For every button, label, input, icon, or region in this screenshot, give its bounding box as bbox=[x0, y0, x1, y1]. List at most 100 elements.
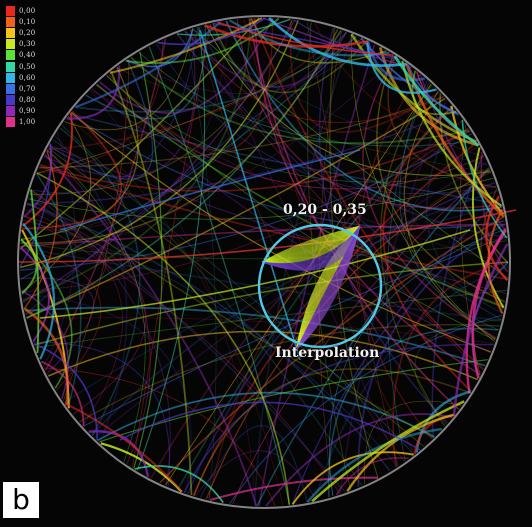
edge-curve bbox=[97, 391, 435, 442]
edge-curve bbox=[200, 26, 400, 466]
edge-curve bbox=[90, 89, 509, 264]
edge-curve bbox=[411, 145, 507, 240]
edge-curve bbox=[189, 29, 445, 123]
edge-curve bbox=[392, 261, 509, 468]
legend-label: 0,90 bbox=[19, 107, 36, 116]
edge-curve bbox=[431, 154, 484, 438]
edge-curve bbox=[23, 307, 69, 406]
edge-curve bbox=[22, 293, 192, 494]
edge-curve bbox=[401, 60, 503, 207]
edge-curve bbox=[472, 147, 505, 309]
edge-curve bbox=[20, 35, 357, 280]
edge-curve bbox=[248, 18, 460, 410]
edge-curve bbox=[229, 19, 390, 57]
edge-curve bbox=[125, 17, 280, 64]
edge-curve bbox=[39, 165, 508, 280]
edge-curve bbox=[28, 177, 494, 220]
legend-swatch bbox=[6, 72, 15, 83]
edge-curve bbox=[24, 215, 107, 315]
edge-curve bbox=[268, 17, 407, 67]
edge-curve bbox=[90, 90, 256, 506]
fan-curve bbox=[295, 225, 361, 351]
edge-curve bbox=[48, 59, 154, 180]
legend-swatch bbox=[6, 95, 15, 106]
range-annotation: 0,20 - 0,35 bbox=[283, 202, 367, 218]
edge-curve bbox=[407, 172, 505, 306]
edge-curve bbox=[236, 19, 502, 209]
legend-label: 0,10 bbox=[19, 17, 36, 26]
edge-curve bbox=[357, 223, 506, 488]
legend-label: 0,80 bbox=[19, 96, 36, 105]
edge-curve bbox=[61, 124, 363, 486]
edge-curve bbox=[99, 17, 274, 114]
edge-curve bbox=[376, 54, 505, 303]
legend-swatch bbox=[6, 16, 15, 27]
edge-curve bbox=[20, 248, 102, 391]
legend-label: 0,70 bbox=[19, 84, 36, 93]
edge-curve bbox=[335, 457, 409, 496]
edge-curve bbox=[208, 127, 469, 500]
edge-curve bbox=[382, 106, 472, 392]
edge-curve bbox=[487, 209, 504, 314]
edge-curve bbox=[208, 23, 507, 239]
edge-curve bbox=[30, 27, 198, 194]
edge-curve bbox=[17, 209, 517, 263]
edge-curve bbox=[63, 58, 130, 402]
edge-curve bbox=[94, 161, 488, 439]
color-legend: 0,00 0,10 0,20 0,30 0,40 0,50 0,60 0,70 0,80 0,90… bbox=[6, 5, 35, 128]
edge-curve bbox=[28, 196, 346, 493]
edge-curve bbox=[75, 31, 348, 113]
edge-curve bbox=[64, 402, 183, 493]
edge-curve bbox=[34, 261, 509, 346]
edge-curve bbox=[24, 215, 341, 495]
legend-item: 1,00 bbox=[6, 117, 35, 128]
legend-label: 0,60 bbox=[19, 73, 36, 82]
edge-curve bbox=[119, 401, 421, 451]
edge-curve bbox=[66, 65, 121, 120]
edge-curve bbox=[25, 35, 357, 315]
edge-curve bbox=[33, 342, 99, 441]
edge-curve bbox=[265, 413, 453, 507]
edge-curve bbox=[363, 400, 462, 485]
edge-curve bbox=[96, 83, 485, 190]
edge-curve bbox=[30, 190, 171, 486]
edge-curve bbox=[386, 82, 430, 462]
edge-curve bbox=[39, 229, 471, 319]
edge-curve bbox=[184, 31, 217, 500]
legend-item: 0,90 bbox=[6, 106, 35, 117]
legend-item: 0,20 bbox=[6, 27, 35, 38]
edge-curve bbox=[217, 21, 394, 56]
edge-curve bbox=[20, 277, 95, 374]
legend-item: 0,30 bbox=[6, 39, 35, 50]
legend-item: 0,70 bbox=[6, 83, 35, 94]
edge-curve bbox=[183, 343, 494, 493]
edge-curve bbox=[22, 20, 229, 231]
edge-curve bbox=[20, 133, 473, 271]
edge-curve bbox=[26, 203, 391, 472]
edge-curve bbox=[46, 149, 146, 462]
edge-curve bbox=[150, 127, 469, 479]
edge-curve bbox=[26, 317, 494, 345]
edge-curve bbox=[23, 19, 296, 303]
legend-label: 0,40 bbox=[19, 51, 36, 60]
edge-curve bbox=[83, 236, 507, 427]
legend-label: 0,30 bbox=[19, 40, 36, 49]
edge-curve bbox=[254, 18, 481, 376]
edge-curve bbox=[24, 306, 486, 367]
edge-curve bbox=[47, 330, 479, 381]
edge-curve bbox=[44, 38, 167, 371]
edge-curve bbox=[225, 20, 502, 212]
edge-curve bbox=[47, 30, 344, 151]
edge-curve bbox=[148, 46, 291, 505]
edge-curve bbox=[155, 43, 496, 194]
edge-bundles bbox=[17, 17, 517, 507]
edge-curve bbox=[70, 113, 502, 205]
legend-item: 0,60 bbox=[6, 72, 35, 83]
edge-curve bbox=[130, 56, 470, 144]
edge-curve bbox=[49, 145, 507, 294]
edge-curve bbox=[20, 238, 38, 295]
edge-curve bbox=[110, 71, 193, 496]
legend-label: 1,00 bbox=[19, 118, 36, 127]
edge-curve bbox=[253, 34, 353, 506]
edge-curve bbox=[44, 367, 276, 506]
